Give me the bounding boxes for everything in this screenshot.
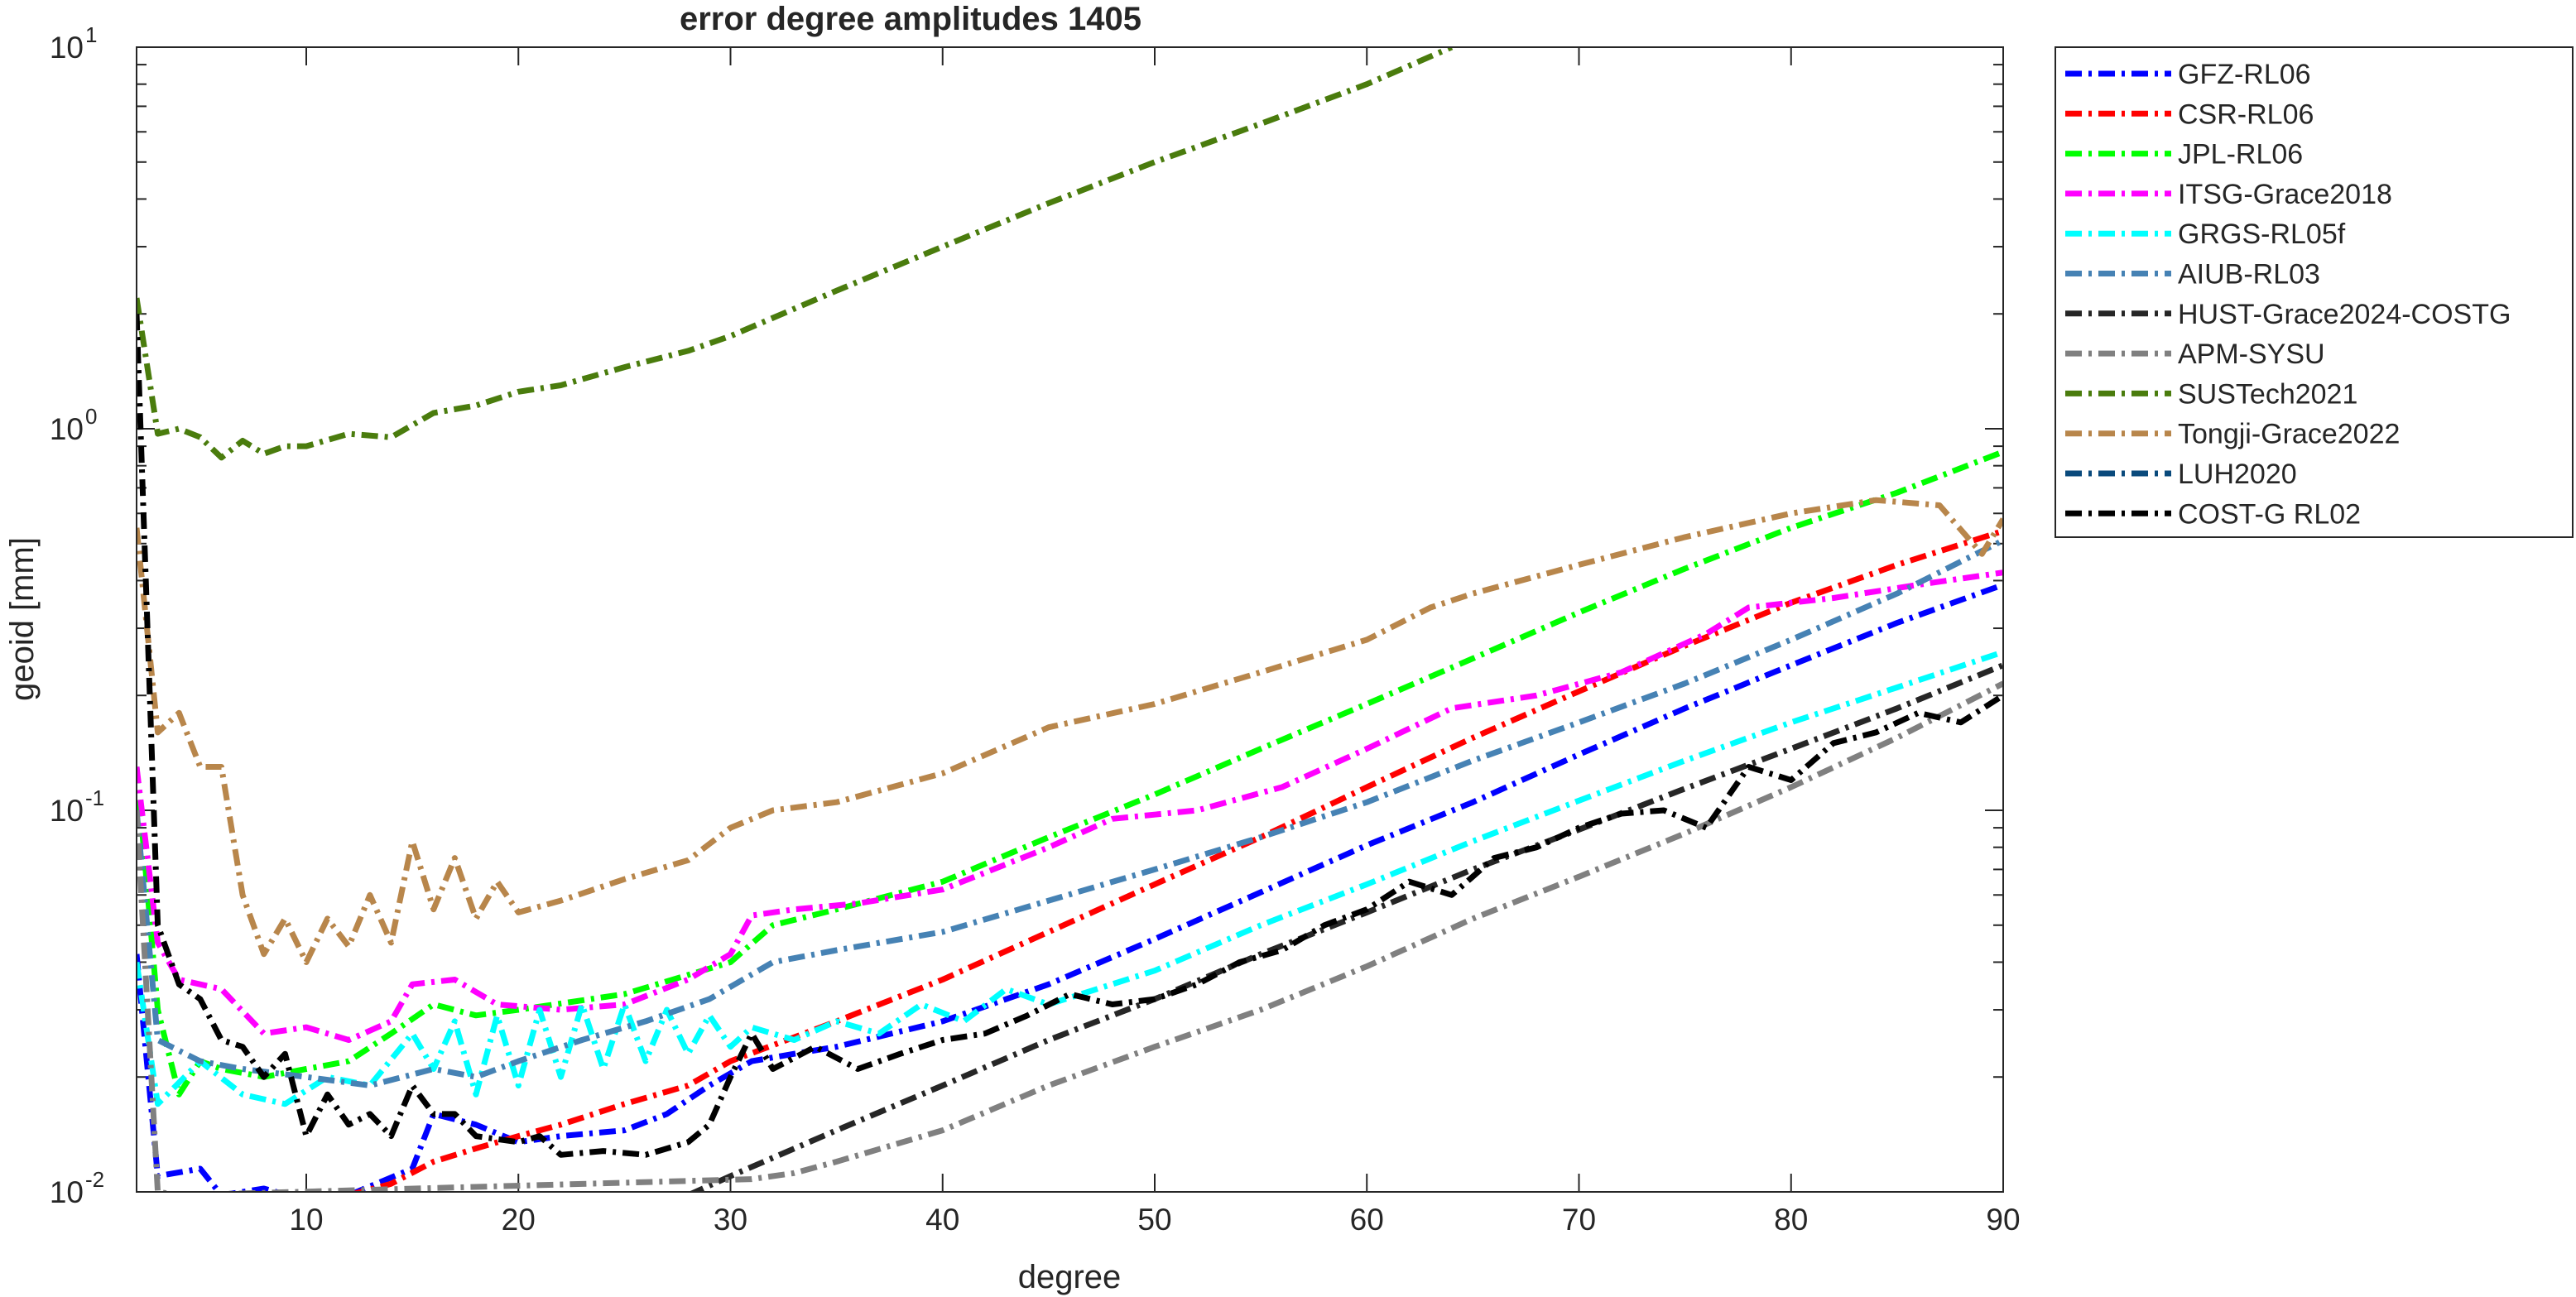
chart-title: error degree amplitudes 1405 — [680, 1, 1141, 37]
series-line-sustech2021 — [137, 47, 1454, 461]
series-line-jpl-rl06 — [137, 449, 2003, 1098]
legend-item: LUH2020 — [2065, 459, 2297, 490]
series-line-tongji-grace2022 — [137, 497, 2003, 965]
plot-frame — [136, 46, 2004, 1193]
legend-item: AIUB-RL03 — [2065, 259, 2320, 291]
x-axis-label: degree — [1018, 1259, 1122, 1295]
legend-item: APM-SYSU — [2065, 339, 2325, 370]
legend-label: SUSTech2021 — [2178, 378, 2357, 410]
y-tick-label-base: 10 — [50, 412, 84, 446]
y-tick-label-exponent: -1 — [85, 785, 104, 810]
legend: GFZ-RL06 CSR-RL06 JPL-RL06 ITSG-Grace2018 GR… — [2055, 46, 2574, 538]
y-tick-label-exponent: -2 — [85, 1167, 104, 1192]
x-tick-label: 30 — [714, 1203, 747, 1237]
legend-label: GRGS-RL05f — [2178, 219, 2346, 250]
legend-label: APM-SYSU — [2178, 339, 2325, 370]
x-tick-labels: 10 20 30 40 50 60 70 80 90 — [289, 1203, 2020, 1237]
legend-label: COST-G RL02 — [2178, 498, 2361, 530]
x-tick-label: 20 — [502, 1203, 536, 1237]
legend-item: JPL-RL06 — [2065, 139, 2303, 171]
plot-area — [137, 47, 2003, 1192]
y-tick-label: 10 -1 — [50, 785, 104, 828]
legend-item: GFZ-RL06 — [2065, 59, 2311, 90]
legend-label: Tongji-Grace2022 — [2178, 419, 2400, 450]
series-line-cost-g-rl02 — [137, 314, 2003, 1158]
y-tick-label-exponent: 0 — [85, 404, 97, 429]
legend-items: GFZ-RL06 CSR-RL06 JPL-RL06 ITSG-Grace2018 GR… — [2065, 59, 2511, 530]
y-tick-label-exponent: 1 — [85, 22, 97, 47]
x-tick-label: 70 — [1562, 1203, 1596, 1237]
series-line-csr-rl06 — [349, 528, 2003, 1192]
y-tick-label-base: 10 — [50, 1175, 84, 1209]
x-tick-label: 50 — [1137, 1203, 1171, 1237]
legend-label: ITSG-Grace2018 — [2178, 179, 2392, 210]
legend-item: Tongji-Grace2022 — [2065, 419, 2400, 450]
x-tick-label: 80 — [1774, 1203, 1808, 1237]
series-line-apm-sysu — [137, 680, 2003, 1192]
y-tick-label: 10 -2 — [50, 1167, 104, 1209]
x-tick-label: 10 — [289, 1203, 323, 1237]
y-tick-label: 10 0 — [50, 404, 98, 446]
series-lines — [137, 47, 2003, 1192]
x-tick-label: 60 — [1350, 1203, 1384, 1237]
y-tick-label-base: 10 — [50, 794, 84, 828]
legend-item: ITSG-Grace2018 — [2065, 179, 2392, 210]
legend-label: GFZ-RL06 — [2178, 59, 2311, 90]
legend-item: GRGS-RL05f — [2065, 219, 2346, 250]
legend-label: CSR-RL06 — [2178, 98, 2314, 130]
legend-item: COST-G RL02 — [2065, 498, 2361, 530]
x-tick-label: 90 — [1986, 1203, 2020, 1237]
x-tick-label: 40 — [925, 1203, 959, 1237]
y-axis-label: geoid [mm] — [4, 537, 41, 701]
y-tick-label: 10 1 — [50, 22, 98, 65]
series-line-itsg-grace2018 — [137, 569, 2003, 1043]
legend-label: HUST-Grace2024-COSTG — [2178, 299, 2511, 330]
legend-item: CSR-RL06 — [2065, 98, 2314, 130]
legend-item: HUST-Grace2024-COSTG — [2065, 299, 2511, 330]
legend-label: LUH2020 — [2178, 459, 2297, 490]
y-tick-label-base: 10 — [50, 31, 84, 65]
legend-label: JPL-RL06 — [2178, 139, 2303, 171]
legend-label: AIUB-RL03 — [2178, 259, 2320, 291]
legend-item: SUSTech2021 — [2065, 378, 2357, 410]
legend-box — [2055, 46, 2574, 538]
